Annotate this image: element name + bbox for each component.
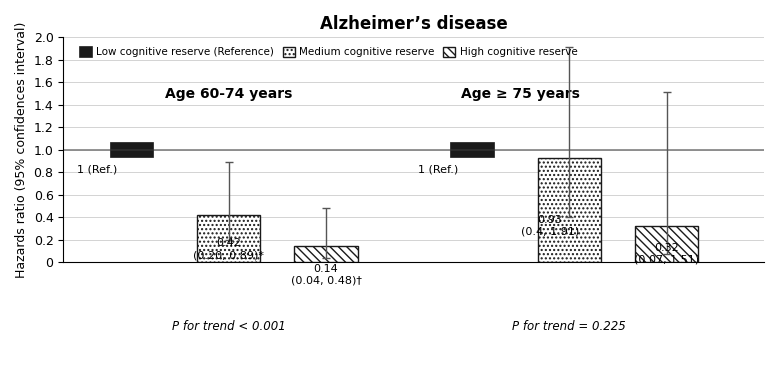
Legend: Low cognitive reserve (Reference), Medium cognitive reserve, High cognitive rese: Low cognitive reserve (Reference), Mediu… (76, 43, 581, 62)
Text: Age ≥ 75 years: Age ≥ 75 years (461, 87, 580, 102)
Bar (635, 226, 698, 262)
Text: P for trend = 0.225: P for trend = 0.225 (513, 320, 626, 334)
Text: P for trend < 0.001: P for trend < 0.001 (172, 320, 286, 334)
Bar (450, 142, 494, 149)
Title: Alzheimer’s disease: Alzheimer’s disease (319, 15, 507, 33)
Bar (538, 158, 601, 262)
Bar (197, 215, 260, 262)
Bar (110, 142, 153, 149)
Text: 0.93
(0.4, 1.91): 0.93 (0.4, 1.91) (521, 215, 579, 236)
Bar (294, 246, 358, 262)
Y-axis label: Hazards ratio (95% confidences interval): Hazards ratio (95% confidences interval) (15, 22, 28, 278)
Bar (450, 150, 494, 157)
Bar (110, 150, 153, 157)
Text: 0.42
(0.20, 0.89)*: 0.42 (0.20, 0.89)* (193, 238, 264, 260)
Text: 1 (Ref.): 1 (Ref.) (77, 164, 118, 174)
Text: Age 60-74 years: Age 60-74 years (165, 87, 292, 102)
Text: 0.32
(0.07, 1.51): 0.32 (0.07, 1.51) (634, 243, 700, 265)
Text: 1 (Ref.): 1 (Ref.) (418, 164, 458, 174)
Text: 0.14
(0.04, 0.48)†: 0.14 (0.04, 0.48)† (291, 264, 361, 286)
